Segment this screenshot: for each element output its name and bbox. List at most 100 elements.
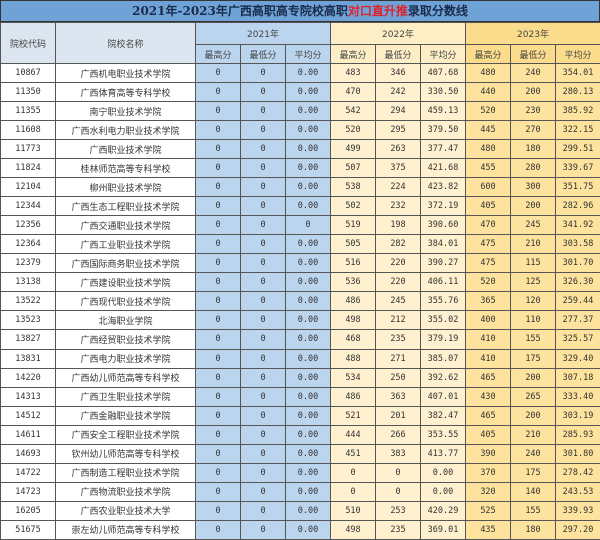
avg-score-2021: 0.00 xyxy=(286,311,331,330)
max-score-2022: 451 xyxy=(331,444,376,463)
min-score-2023: 270 xyxy=(511,121,556,140)
max-score-2021: 0 xyxy=(196,463,241,482)
max-score-2022: 502 xyxy=(331,197,376,216)
min-score-2022: 235 xyxy=(376,330,421,349)
min-score-2021: 0 xyxy=(241,102,286,121)
avg-score-2023: 339.93 xyxy=(556,501,600,520)
min-score-2021: 0 xyxy=(241,140,286,159)
max-score-2021: 0 xyxy=(196,254,241,273)
max-score-2021: 0 xyxy=(196,197,241,216)
school-code: 12104 xyxy=(1,178,56,197)
school-code: 11773 xyxy=(1,140,56,159)
max-score-2023: 435 xyxy=(466,520,511,539)
school-code: 11350 xyxy=(1,83,56,102)
max-score-2023: 365 xyxy=(466,292,511,311)
school-name: 广西水利电力职业技术学院 xyxy=(56,121,196,140)
school-code: 14723 xyxy=(1,482,56,501)
school-name: 广西工业职业技术学院 xyxy=(56,235,196,254)
school-code: 12344 xyxy=(1,197,56,216)
max-score-2021: 0 xyxy=(196,387,241,406)
header-year-2022: 2022年 xyxy=(331,23,466,45)
max-score-2022: 499 xyxy=(331,140,376,159)
header-name: 院校名称 xyxy=(56,23,196,64)
min-score-2021: 0 xyxy=(241,349,286,368)
min-score-2021: 0 xyxy=(241,121,286,140)
min-score-2023: 200 xyxy=(511,197,556,216)
avg-score-2022: 379.19 xyxy=(421,330,466,349)
max-score-2023: 470 xyxy=(466,216,511,235)
avg-score-2022: 459.13 xyxy=(421,102,466,121)
max-score-2022: 444 xyxy=(331,425,376,444)
min-score-2022: 250 xyxy=(376,368,421,387)
header-max-score-2021: 最高分 xyxy=(196,45,241,64)
school-code: 14220 xyxy=(1,368,56,387)
min-score-2021: 0 xyxy=(241,64,286,83)
min-score-2021: 0 xyxy=(241,520,286,539)
min-score-2022: 383 xyxy=(376,444,421,463)
max-score-2022: 542 xyxy=(331,102,376,121)
max-score-2023: 475 xyxy=(466,235,511,254)
min-score-2023: 180 xyxy=(511,520,556,539)
max-score-2023: 320 xyxy=(466,482,511,501)
min-score-2022: 232 xyxy=(376,197,421,216)
header-min-score-2023: 最低分 xyxy=(511,45,556,64)
max-score-2022: 538 xyxy=(331,178,376,197)
school-name: 广西国际商务职业技术学院 xyxy=(56,254,196,273)
min-score-2023: 120 xyxy=(511,292,556,311)
school-code: 12379 xyxy=(1,254,56,273)
max-score-2021: 0 xyxy=(196,140,241,159)
max-score-2022: 519 xyxy=(331,216,376,235)
max-score-2021: 0 xyxy=(196,216,241,235)
avg-score-2021: 0.00 xyxy=(286,64,331,83)
avg-score-2021: 0.00 xyxy=(286,463,331,482)
max-score-2021: 0 xyxy=(196,159,241,178)
min-score-2023: 175 xyxy=(511,463,556,482)
max-score-2021: 0 xyxy=(196,349,241,368)
avg-score-2022: 0.00 xyxy=(421,482,466,501)
max-score-2023: 600 xyxy=(466,178,511,197)
min-score-2021: 0 xyxy=(241,216,286,235)
min-score-2023: 140 xyxy=(511,482,556,501)
avg-score-2023: 301.70 xyxy=(556,254,600,273)
header-max-score-2022: 最高分 xyxy=(331,45,376,64)
school-code: 13827 xyxy=(1,330,56,349)
avg-score-2023: 277.37 xyxy=(556,311,600,330)
min-score-2022: 0 xyxy=(376,463,421,482)
max-score-2021: 0 xyxy=(196,83,241,102)
avg-score-2021: 0.00 xyxy=(286,235,331,254)
avg-score-2023: 329.40 xyxy=(556,349,600,368)
min-score-2022: 245 xyxy=(376,292,421,311)
header-min-score-2022: 最低分 xyxy=(376,45,421,64)
avg-score-2022: 377.47 xyxy=(421,140,466,159)
school-code: 13831 xyxy=(1,349,56,368)
max-score-2023: 405 xyxy=(466,197,511,216)
school-code: 13523 xyxy=(1,311,56,330)
avg-score-2023: 278.42 xyxy=(556,463,600,482)
max-score-2023: 370 xyxy=(466,463,511,482)
min-score-2021: 0 xyxy=(241,501,286,520)
avg-score-2023: 385.92 xyxy=(556,102,600,121)
max-score-2023: 475 xyxy=(466,254,511,273)
school-code: 14512 xyxy=(1,406,56,425)
school-name: 广西电力职业技术学院 xyxy=(56,349,196,368)
school-name: 广西交通职业技术学院 xyxy=(56,216,196,235)
title-text-end: 录取分数线 xyxy=(408,4,468,18)
max-score-2023: 455 xyxy=(466,159,511,178)
max-score-2023: 445 xyxy=(466,121,511,140)
min-score-2023: 280 xyxy=(511,159,556,178)
min-score-2021: 0 xyxy=(241,159,286,178)
min-score-2021: 0 xyxy=(241,368,286,387)
max-score-2023: 465 xyxy=(466,406,511,425)
header-code: 院校代码 xyxy=(1,23,56,64)
